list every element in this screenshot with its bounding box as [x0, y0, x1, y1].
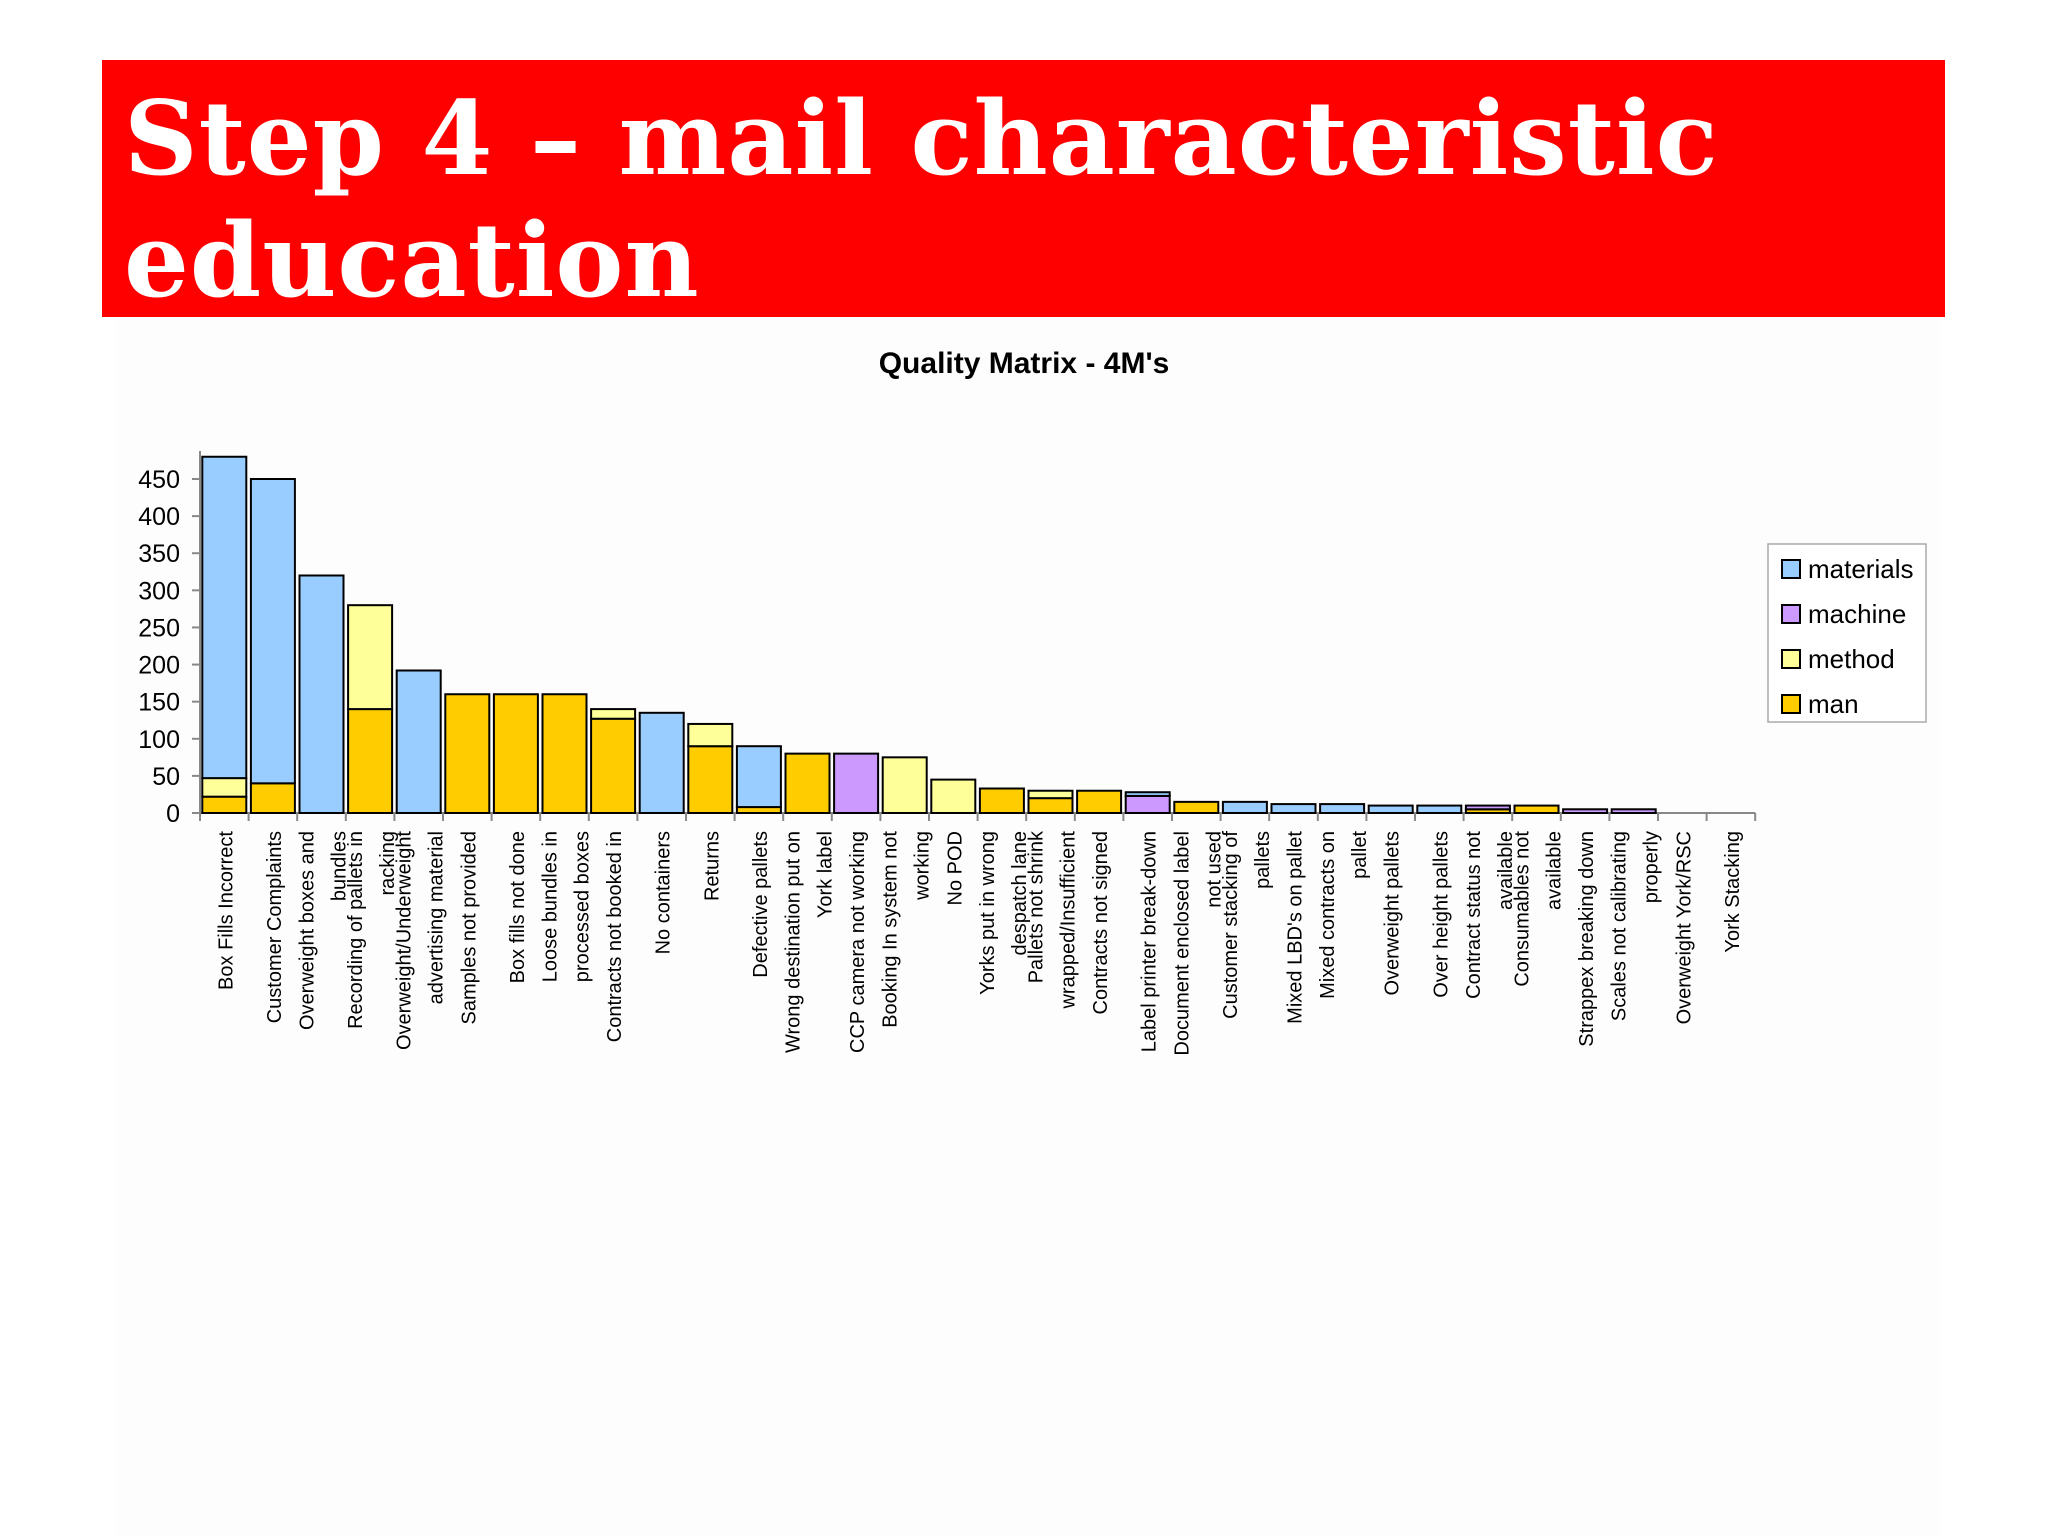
bar-segment-man	[687, 745, 734, 815]
legend-label-method: method	[1808, 644, 1895, 674]
bar-segment-materials	[1416, 804, 1463, 815]
bar-segment-materials	[1367, 804, 1414, 815]
legend-swatch-machine	[1781, 604, 1801, 624]
x-category-label: Contracts not signed	[1090, 831, 1112, 1014]
bar-segment-machine	[833, 752, 880, 815]
bar-segment-machine	[1464, 804, 1511, 811]
x-category-label: Box fills not done	[507, 831, 529, 983]
bar-segment-materials	[395, 669, 442, 815]
x-category-label: Loose bundles in processed boxes	[540, 831, 594, 982]
bar-segment-method	[881, 756, 928, 815]
bar-segment-method	[930, 778, 977, 815]
bar-segment-man	[444, 693, 491, 814]
y-tick-label: 0	[166, 800, 180, 828]
x-category-label: Overweight boxes and bundles	[297, 831, 351, 1030]
y-tick-label: 400	[138, 503, 180, 531]
x-category-label: Over height pallets	[1430, 831, 1452, 998]
bar-segment-man	[492, 693, 539, 814]
bar-segment-materials	[249, 478, 296, 785]
slide-background	[116, 320, 1940, 1536]
x-category-label: Mixed contracts on pallet	[1317, 831, 1371, 999]
y-tick-label: 250	[138, 614, 180, 642]
bar-segment-machine	[1124, 794, 1171, 814]
bar-segment-method	[687, 722, 734, 748]
x-category-label: Wrong destination put on York label	[783, 831, 837, 1053]
x-category-label: Customer stacking of pallets	[1220, 831, 1274, 1019]
x-category-label: Defective pallets	[750, 831, 772, 978]
y-tick-label: 300	[138, 577, 180, 605]
x-category-label: No containers	[653, 831, 675, 954]
bar-segment-materials	[735, 745, 782, 809]
bar-segment-man	[1027, 797, 1074, 815]
bar-segment-man	[1513, 804, 1560, 815]
x-category-label: Recording of pallets in racking	[345, 831, 399, 1029]
x-category-label: Overweight pallets	[1382, 831, 1404, 996]
bar-segment-materials	[1319, 803, 1366, 815]
bar-segment-man	[249, 782, 296, 815]
bar-segment-machine	[1562, 808, 1609, 815]
bar-segment-materials	[1221, 800, 1268, 815]
bar-segment-materials	[201, 455, 248, 780]
x-category-label: Scales not calibrating properly	[1609, 831, 1663, 1021]
bar-segment-man	[784, 752, 831, 815]
bar-segment-man	[347, 708, 394, 814]
x-category-label: Customer Complaints	[264, 831, 286, 1023]
x-category-label: Overweight/Underweight advertising materi…	[394, 831, 448, 1050]
x-category-label: Returns	[701, 831, 723, 901]
bar-segment-materials	[1124, 791, 1171, 797]
x-category-label: CCP camera not working	[847, 831, 869, 1053]
legend-label-machine: machine	[1808, 599, 1906, 629]
y-tick-label: 450	[138, 466, 180, 494]
bar-segment-method	[590, 708, 637, 720]
x-category-label: York Stacking	[1722, 831, 1744, 953]
y-tick-label: 50	[152, 763, 180, 791]
y-tick-label: 100	[138, 726, 180, 754]
bar-segment-man	[978, 787, 1025, 814]
y-tick-label: 150	[138, 689, 180, 717]
bar-segment-man	[201, 795, 248, 814]
legend-swatch-man	[1781, 694, 1801, 714]
x-category-label: Box Fills Incorrect	[215, 831, 237, 990]
x-category-label: Mixed LBD's on pallet	[1285, 831, 1307, 1024]
x-category-label: Booking In system not working	[880, 831, 934, 1028]
x-category-label: Samples not provided	[458, 831, 480, 1024]
legend-swatch-materials	[1781, 559, 1801, 579]
bar-segment-materials	[298, 574, 345, 814]
slide-title: Step 4 – mail characteristic education	[124, 79, 1719, 321]
bar-segment-man	[590, 717, 637, 814]
x-category-label: Document enclosed label not used	[1171, 831, 1225, 1056]
bar-segment-method	[1027, 789, 1074, 800]
bar-segment-method	[201, 777, 248, 798]
legend-label-materials: materials	[1808, 554, 1913, 584]
title-banner: Step 4 – mail characteristic education	[102, 60, 1945, 321]
y-tick-label: 200	[138, 652, 180, 680]
legend-swatch-method	[1781, 649, 1801, 669]
x-category-label: Pallets not shrink wrapped/Insufficient	[1026, 830, 1080, 1010]
x-category-label: Strappex breaking down	[1576, 831, 1598, 1047]
bar-segment-man	[1076, 789, 1123, 815]
bar-segment-materials	[1270, 803, 1317, 815]
x-category-label: Yorks put in wrong despatch lane	[977, 831, 1031, 995]
legend-label-man: man	[1808, 689, 1859, 719]
bar-segment-man	[1173, 800, 1220, 815]
bar-segment-man	[541, 693, 588, 814]
x-category-label: Overweight York/RSC	[1673, 831, 1695, 1024]
bar-segment-materials	[638, 711, 685, 814]
x-category-label: No POD	[944, 831, 966, 905]
x-category-label: Label printer break-down	[1139, 831, 1161, 1052]
y-tick-label: 350	[138, 540, 180, 568]
bar-segment-method	[347, 604, 394, 711]
x-category-label: Contracts not booked in	[604, 831, 626, 1042]
chart-title: Quality Matrix - 4M's	[879, 347, 1170, 380]
x-category-label: Consumables not available	[1512, 831, 1566, 987]
x-category-label: Contract status not available	[1463, 831, 1517, 999]
bar-segment-machine	[1610, 808, 1657, 815]
